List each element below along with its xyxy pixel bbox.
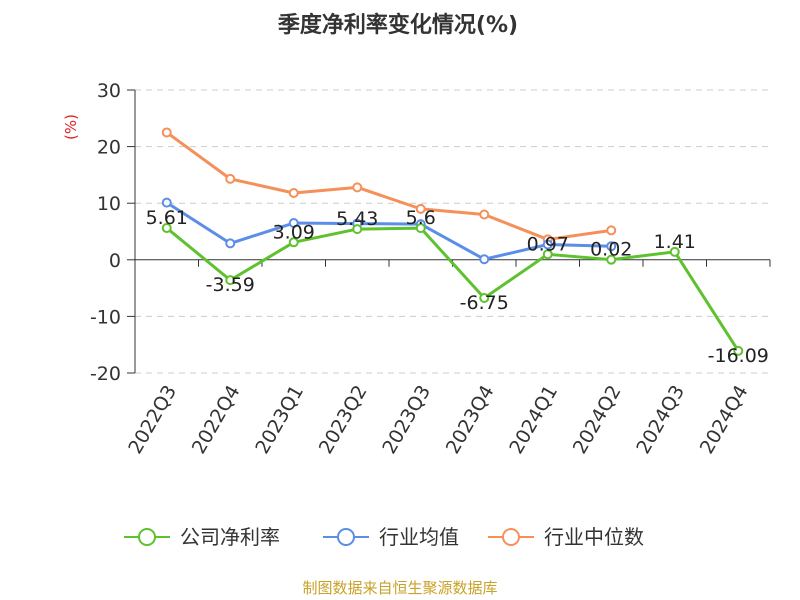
y-tick-label: -10	[90, 306, 121, 328]
data-point	[606, 254, 617, 265]
y-tick-label: 30	[97, 80, 121, 102]
series-line	[165, 131, 612, 241]
data-label: 3.09	[273, 221, 315, 243]
grid-lines	[135, 89, 770, 374]
data-point	[733, 345, 744, 356]
data-point	[542, 249, 553, 260]
data-point	[669, 246, 680, 257]
x-tick-label: 2024Q1	[505, 382, 562, 458]
source-note: 制图数据来自恒生聚源数据库	[302, 579, 497, 597]
data-point	[225, 238, 236, 249]
legend-item: 公司净利率	[124, 525, 280, 549]
data-point	[225, 173, 236, 184]
legend-label: 行业均值	[379, 525, 459, 549]
legend-label: 公司净利率	[180, 525, 280, 549]
data-point	[288, 188, 299, 199]
legend-item: 行业均值	[323, 525, 459, 549]
series-line	[165, 226, 740, 352]
x-tick-label: 2024Q4	[696, 382, 753, 458]
y-tick-label: -20	[90, 363, 121, 385]
series-line	[165, 201, 612, 261]
legend-marker	[502, 528, 520, 546]
data-label: 5.61	[146, 207, 188, 229]
x-tick-label: 2023Q4	[442, 382, 499, 458]
data-point	[606, 241, 617, 252]
data-label: -6.75	[460, 292, 509, 314]
data-label: -16.09	[708, 345, 769, 367]
x-tick-label: 2023Q1	[251, 382, 308, 458]
data-point	[161, 197, 172, 208]
data-point	[415, 203, 426, 214]
legend-label: 行业中位数	[544, 525, 644, 549]
chart-title: 季度净利率变化情况(%)	[278, 12, 518, 38]
data-label: 5.6	[406, 207, 436, 229]
legend: 公司净利率 行业均值 行业中位数	[124, 525, 644, 549]
data-point	[479, 293, 490, 304]
x-tick-label: 2022Q3	[124, 382, 181, 458]
data-point	[161, 223, 172, 234]
legend-marker	[138, 528, 156, 546]
y-tick-label: 10	[97, 193, 121, 215]
data-point	[288, 218, 299, 229]
series-0	[161, 223, 744, 356]
series-lines	[161, 127, 744, 356]
x-tick-label: 2023Q3	[378, 382, 435, 458]
data-label: 0.97	[527, 233, 569, 255]
series-2	[161, 127, 617, 245]
data-labels: 5.61 -3.59 3.09 5.43 5.6 -6.75 0.97 0.02 1.41 -16…	[146, 207, 769, 367]
data-point	[479, 209, 490, 220]
x-tick-label: 2022Q4	[188, 382, 245, 458]
data-point	[352, 224, 363, 235]
legend-marker	[337, 528, 355, 546]
x-tick-label: 2024Q3	[632, 382, 689, 458]
data-label: 1.41	[654, 231, 696, 253]
data-label: 5.43	[336, 208, 378, 230]
data-label: -3.59	[206, 274, 255, 296]
legend-item: 行业中位数	[488, 525, 644, 549]
y-tick-label: 0	[109, 250, 121, 272]
data-point	[606, 225, 617, 236]
data-point	[225, 275, 236, 286]
data-label: 0.02	[590, 239, 632, 261]
data-point	[415, 223, 426, 234]
x-tick-label: 2024Q2	[569, 382, 626, 458]
data-point	[542, 239, 553, 250]
data-point	[352, 182, 363, 193]
data-point	[161, 127, 172, 138]
data-point	[288, 237, 299, 248]
x-tick-label: 2023Q2	[315, 382, 372, 458]
y-tick-label: 20	[97, 137, 121, 159]
y-axis-unit-label: (%)	[62, 114, 80, 140]
data-point	[479, 254, 490, 265]
